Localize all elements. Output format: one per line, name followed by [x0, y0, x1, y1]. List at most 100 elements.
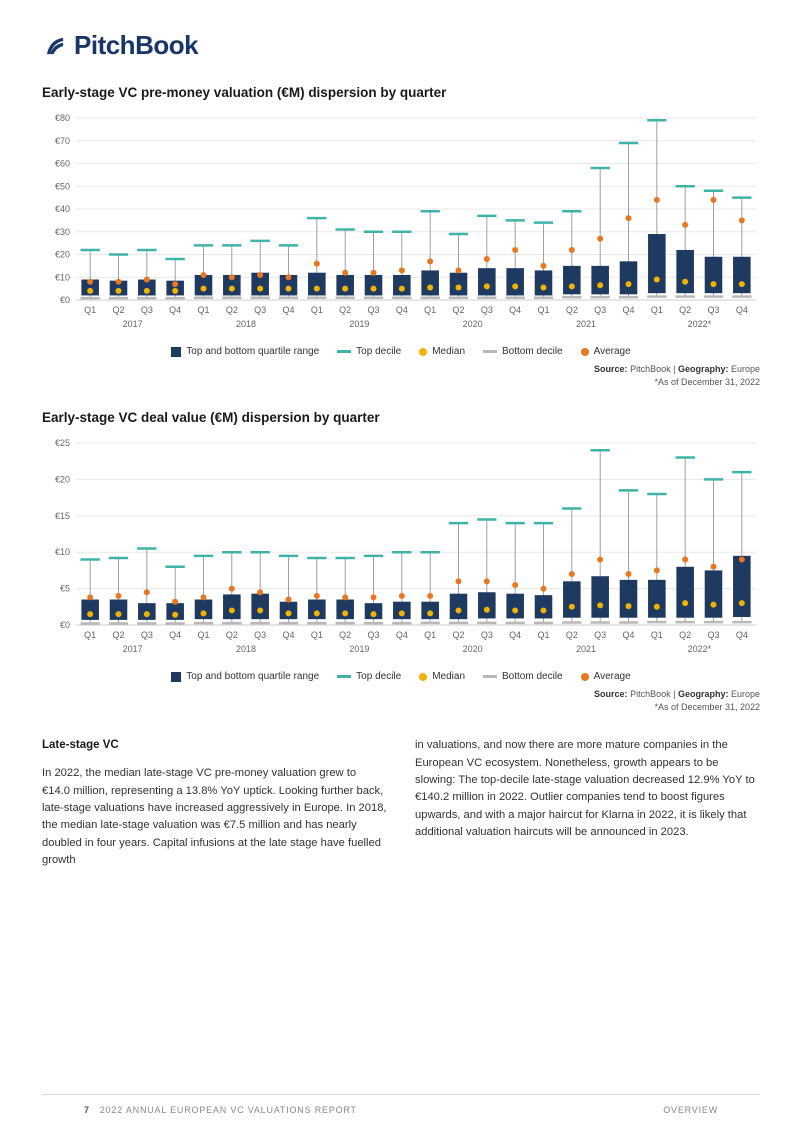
svg-text:2019: 2019	[349, 319, 369, 329]
chart2-source: Source: PitchBook | Geography: Europe *A…	[42, 688, 760, 713]
svg-text:Q3: Q3	[141, 630, 153, 640]
svg-text:Q3: Q3	[367, 630, 379, 640]
svg-text:2018: 2018	[236, 644, 256, 654]
svg-text:Q1: Q1	[537, 305, 549, 315]
svg-text:2020: 2020	[463, 644, 483, 654]
svg-text:Q1: Q1	[84, 630, 96, 640]
svg-text:€30: €30	[55, 227, 70, 237]
svg-text:€20: €20	[55, 475, 70, 485]
svg-text:€0: €0	[60, 620, 70, 630]
svg-text:Q3: Q3	[481, 305, 493, 315]
svg-text:Q2: Q2	[226, 305, 238, 315]
svg-text:€25: €25	[55, 438, 70, 448]
svg-text:Q2: Q2	[679, 630, 691, 640]
svg-text:Q3: Q3	[367, 305, 379, 315]
page-footer: 7 2022 ANNUAL EUROPEAN VC VALUATIONS REP…	[42, 1094, 760, 1115]
svg-text:Q3: Q3	[481, 630, 493, 640]
footer-title: 2022 ANNUAL EUROPEAN VC VALUATIONS REPOR…	[100, 1105, 357, 1115]
svg-text:Q2: Q2	[112, 630, 124, 640]
svg-text:€70: €70	[55, 136, 70, 146]
svg-text:€5: €5	[60, 584, 70, 594]
svg-text:Q2: Q2	[339, 630, 351, 640]
svg-text:Q2: Q2	[339, 305, 351, 315]
svg-text:Q4: Q4	[736, 305, 748, 315]
svg-text:Q3: Q3	[254, 630, 266, 640]
svg-text:Q3: Q3	[707, 630, 719, 640]
svg-text:Q4: Q4	[622, 630, 634, 640]
legend-item-average: Average	[581, 671, 631, 682]
legend-item-bottom_decile: Bottom decile	[483, 671, 563, 682]
legend-item-bottom_decile: Bottom decile	[483, 346, 563, 357]
svg-text:2019: 2019	[349, 644, 369, 654]
chart2: €0 €5 €10 €15 €20 €25 Q1 Q2 Q3 Q4 Q1 Q2 Q3 Q4 Q1 Q2 Q3 Q4…	[42, 435, 760, 665]
svg-text:2018: 2018	[236, 319, 256, 329]
chart2-title: Early-stage VC deal value (€M) dispersio…	[42, 410, 760, 425]
brand-name: PitchBook	[74, 30, 198, 61]
svg-text:Q1: Q1	[197, 305, 209, 315]
legend-item-top_decile: Top decile	[337, 346, 401, 357]
svg-text:€10: €10	[55, 547, 70, 557]
chart1-source: Source: PitchBook | Geography: Europe *A…	[42, 363, 760, 388]
legend-item-average: Average	[581, 346, 631, 357]
chart-legend: Top and bottom quartile range Top decile M…	[42, 671, 760, 682]
svg-text:2021: 2021	[576, 644, 596, 654]
svg-text:Q1: Q1	[651, 305, 663, 315]
svg-text:Q1: Q1	[424, 305, 436, 315]
svg-text:Q2: Q2	[566, 630, 578, 640]
svg-text:Q3: Q3	[254, 305, 266, 315]
footer-section: OVERVIEW	[663, 1105, 718, 1115]
svg-text:2017: 2017	[123, 319, 143, 329]
body-text: Late-stage VC In 2022, the median late-s…	[42, 737, 760, 869]
legend-item-median: Median	[419, 671, 465, 682]
page-number: 7	[84, 1105, 90, 1115]
svg-text:2021: 2021	[576, 319, 596, 329]
svg-text:Q3: Q3	[594, 630, 606, 640]
svg-text:Q3: Q3	[707, 305, 719, 315]
svg-text:€10: €10	[55, 272, 70, 282]
svg-text:2017: 2017	[123, 644, 143, 654]
legend-item-bar: Top and bottom quartile range	[171, 671, 319, 682]
body-col2: in valuations, and now there are more ma…	[415, 737, 760, 841]
svg-text:Q2: Q2	[566, 305, 578, 315]
svg-text:Q1: Q1	[424, 630, 436, 640]
brand-logo: PitchBook	[42, 30, 760, 61]
chart1-title: Early-stage VC pre-money valuation (€M) …	[42, 85, 760, 100]
chart-legend: Top and bottom quartile range Top decile M…	[42, 346, 760, 357]
legend-item-median: Median	[419, 346, 465, 357]
svg-text:Q2: Q2	[452, 630, 464, 640]
svg-text:€20: €20	[55, 250, 70, 260]
pitchbook-icon	[42, 33, 68, 59]
svg-text:€40: €40	[55, 204, 70, 214]
svg-text:Q2: Q2	[452, 305, 464, 315]
svg-text:Q1: Q1	[311, 305, 323, 315]
svg-text:€80: €80	[55, 113, 70, 123]
legend-item-top_decile: Top decile	[337, 671, 401, 682]
svg-text:€60: €60	[55, 159, 70, 169]
svg-text:Q2: Q2	[226, 630, 238, 640]
svg-text:2020: 2020	[463, 319, 483, 329]
svg-text:Q2: Q2	[679, 305, 691, 315]
body-heading: Late-stage VC	[42, 737, 387, 755]
svg-text:Q3: Q3	[141, 305, 153, 315]
svg-text:Q1: Q1	[84, 305, 96, 315]
svg-text:Q4: Q4	[396, 630, 408, 640]
svg-text:Q4: Q4	[396, 305, 408, 315]
svg-text:Q1: Q1	[537, 630, 549, 640]
svg-text:Q4: Q4	[509, 305, 521, 315]
svg-text:Q4: Q4	[509, 630, 521, 640]
svg-text:Q1: Q1	[311, 630, 323, 640]
svg-text:Q1: Q1	[651, 630, 663, 640]
svg-text:2022*: 2022*	[688, 644, 712, 654]
chart1: €0 €10 €20 €30 €40 €50 €60 €70 €80 Q1 Q2 Q3 Q4 Q1 Q2 Q3…	[42, 110, 760, 340]
svg-text:€15: €15	[55, 511, 70, 521]
svg-text:Q4: Q4	[169, 630, 181, 640]
body-col1: In 2022, the median late-stage VC pre-mo…	[42, 765, 387, 869]
svg-text:2022*: 2022*	[688, 319, 712, 329]
svg-text:Q4: Q4	[169, 305, 181, 315]
svg-text:Q3: Q3	[594, 305, 606, 315]
svg-text:€50: €50	[55, 181, 70, 191]
svg-text:€0: €0	[60, 295, 70, 305]
svg-text:Q4: Q4	[282, 305, 294, 315]
legend-item-bar: Top and bottom quartile range	[171, 346, 319, 357]
svg-text:Q4: Q4	[622, 305, 634, 315]
